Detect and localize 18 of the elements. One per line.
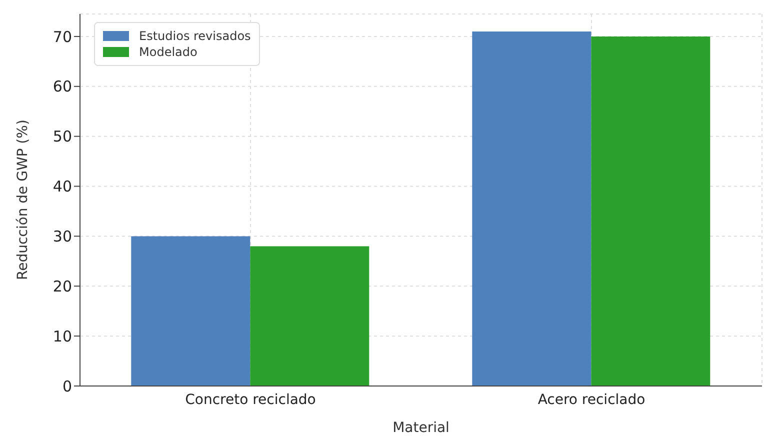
- y-axis-title: Reducción de GWP (%): [14, 120, 31, 280]
- y-tick-label: 30: [52, 228, 72, 246]
- legend-label: Estudios revisados: [139, 29, 251, 43]
- x-axis-title: Material: [392, 420, 450, 436]
- x-tick-label: Acero reciclado: [538, 392, 646, 408]
- y-tick-label: 10: [52, 327, 72, 346]
- bar: [472, 31, 592, 386]
- y-tick-label: 40: [52, 178, 72, 196]
- y-tick-label: 0: [62, 377, 72, 396]
- bar: [131, 236, 250, 386]
- y-tick-label: 70: [52, 28, 72, 46]
- bar: [591, 36, 710, 386]
- legend-label: Modelado: [139, 45, 198, 59]
- bar: [250, 246, 370, 386]
- x-tick-label: Concreto reciclado: [185, 392, 316, 408]
- y-tick-label: 50: [52, 128, 72, 146]
- y-tick-label: 60: [52, 78, 72, 96]
- y-tick-label: 20: [52, 277, 72, 296]
